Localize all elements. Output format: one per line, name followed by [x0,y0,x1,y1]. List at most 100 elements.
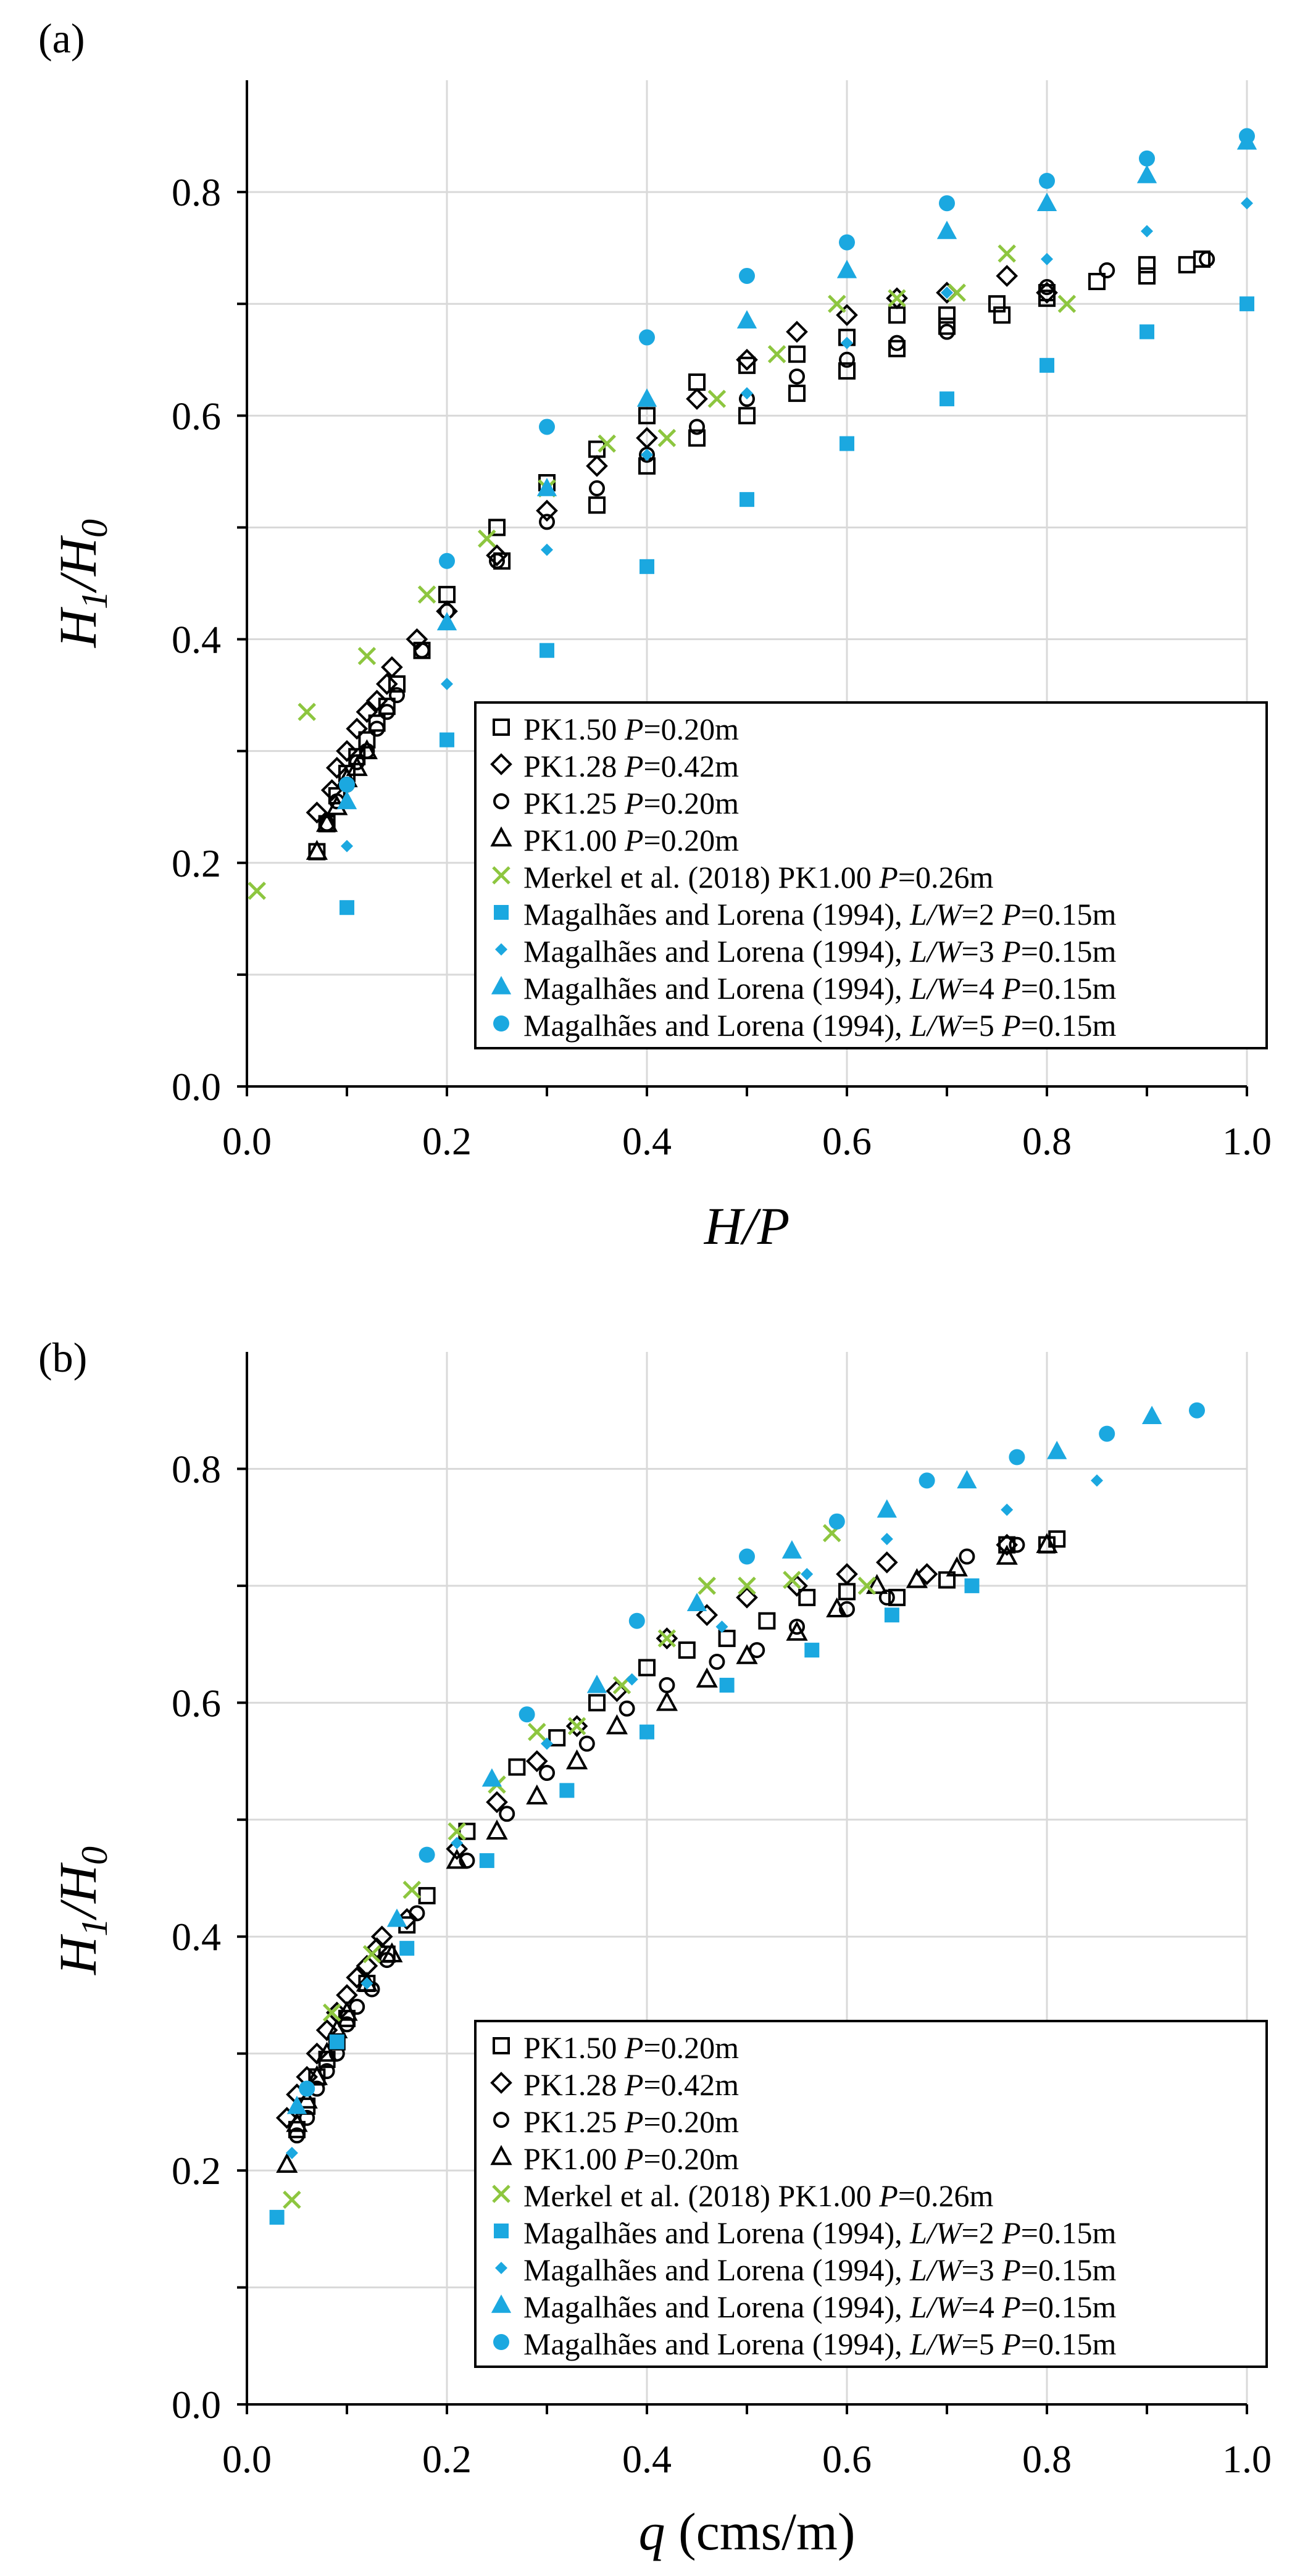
data-point [1039,279,1055,296]
data-point [1138,267,1156,285]
legend-text: =0.26m [898,2178,994,2213]
data-point [1141,1406,1162,1424]
y-label-h: H [48,607,107,648]
data-point [957,1470,977,1489]
data-point [657,428,677,448]
legend-text: =5 [962,1008,1002,1043]
data-point [541,1737,553,1750]
data-point [589,480,605,497]
series-2 [306,265,1058,824]
data-point [740,492,754,507]
data-point [738,407,756,425]
legend-text: =0.15m [1021,971,1117,1006]
legend-text: Magalhães and Lorena (1994), [523,2253,910,2287]
legend-text-italic: P [1001,2290,1021,2324]
data-point [356,739,378,759]
data-point [389,687,405,704]
data-point [322,2003,341,2022]
data-point [1040,357,1054,373]
legend-entry: Magalhães and Lorena (1994), L/W=2 P=0.1… [523,897,1116,932]
data-point [781,1540,802,1559]
legend-marker [494,905,509,920]
data-point [888,1588,906,1606]
panel-b-label: (b) [38,1334,87,1381]
data-point [1038,284,1056,302]
data-point [479,1853,494,1869]
data-point [399,1941,415,1956]
data-point [1199,251,1215,267]
data-point [857,1577,877,1595]
x-label-units: (cms/m) [665,2502,855,2561]
data-point [640,559,654,574]
data-point [736,1644,758,1664]
panel-b-data-points [269,1402,1205,2225]
legend-text-italic: P [624,749,644,783]
data-point [1001,1503,1014,1516]
data-point [606,1714,628,1735]
legend-text-italic: P [624,2030,644,2065]
data-point [406,628,428,651]
panel-b-y-axis-label: H1/H0 [48,1846,115,1975]
legend-entry: Magalhães and Lorena (1994), L/W=3 P=0.1… [523,2253,1116,2287]
data-point [578,1735,595,1752]
legend-text: PK1.25 [523,786,625,820]
series-9 [339,128,1255,793]
data-point [478,529,496,548]
x-tick-label: 0.8 [1022,1119,1072,1163]
data-point [489,552,505,569]
legend-text: =0.20m [643,712,739,746]
legend-marker [490,753,512,775]
data-point [358,731,376,749]
data-point [588,1694,606,1712]
legend-marker [490,826,512,847]
data-point [414,642,430,659]
legend-text-italic: P [1001,897,1021,932]
data-point [298,702,316,722]
legend-text-italic: P [1001,2253,1021,2287]
x-tick-label: 0.4 [622,1119,672,1163]
legend-text: PK1.00 [523,823,625,857]
data-point [919,1472,935,1489]
data-point [889,335,905,351]
series-6 [269,1578,980,2225]
data-point [640,1724,654,1740]
panel-a-y-axis-label: H1/H0 [48,519,115,648]
legend-marker [495,2262,507,2274]
data-point [1047,1441,1067,1459]
data-point [738,356,756,374]
panel-a-ticks: 0.0 0.2 0.4 0.6 0.8 0.0 0.2 0.4 0.6 0.8 1.0 [172,170,1272,1163]
series-3 [289,1536,1025,2144]
x-tick-label: 0.0 [222,2437,272,2481]
legend-text: =0.20m [643,2104,739,2139]
data-point [346,717,369,740]
y-tick-label: 0.6 [172,1681,221,1725]
y-label-sub1: 1 [74,591,115,609]
data-point [540,643,554,658]
data-point [788,345,806,363]
y-tick-label: 0.6 [172,394,221,438]
data-point [798,1588,816,1606]
data-point [938,317,956,335]
data-point [836,1563,858,1585]
data-point [641,448,653,461]
data-point [325,757,348,779]
data-point [915,1563,938,1585]
data-point [789,368,805,385]
legend-marker [493,793,509,809]
y-tick-label: 0.2 [172,841,221,885]
legend-text: Magalhães and Lorena (1994), [523,971,910,1006]
y-tick-label: 0.0 [172,1065,221,1109]
legend-entry: Magalhães and Lorena (1994), L/W=2 P=0.1… [523,2215,1116,2250]
legend-entry: Merkel et al. (2018) PK1.00 P=0.26m [523,2178,994,2213]
data-point [736,348,758,371]
legend-text: PK1.50 [523,2030,625,2065]
data-point [536,478,557,496]
data-point [369,720,385,737]
x-tick-label: 1.0 [1222,1119,1272,1163]
data-point [419,1846,435,1863]
data-point [841,336,853,349]
data-point [940,391,954,407]
data-point [828,1513,845,1530]
data-point [336,791,357,809]
data-point [964,1578,980,1593]
